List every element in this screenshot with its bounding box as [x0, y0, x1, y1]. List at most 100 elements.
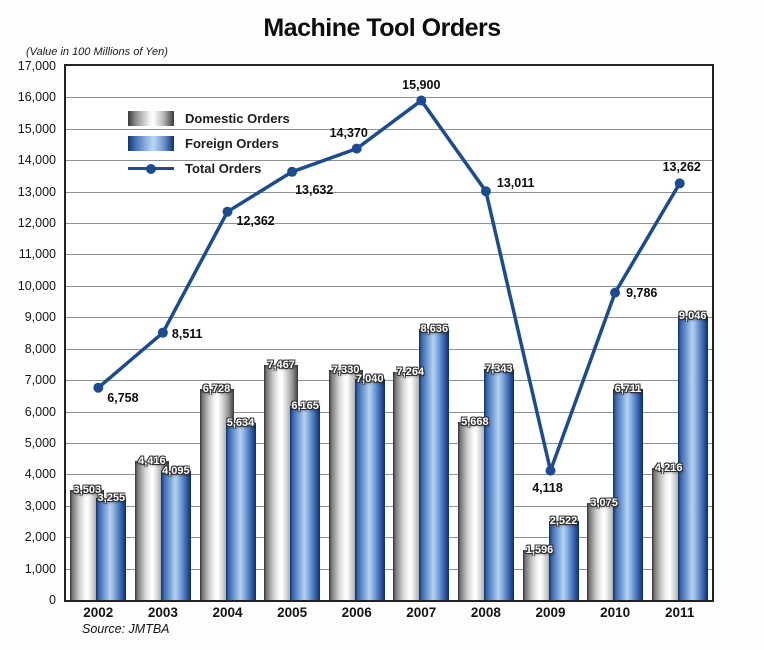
- y-tick-label: 1,000: [24, 561, 56, 576]
- legend-label: Domestic Orders: [185, 111, 290, 126]
- bar-value-label: 1,596: [525, 543, 554, 556]
- line-point-label: 12,362: [236, 213, 275, 228]
- bar-value-label: 4,416: [138, 455, 166, 468]
- y-tick-label: 13,000: [17, 184, 56, 199]
- gridline: [66, 442, 712, 444]
- bar-value-label: 7,040: [355, 372, 384, 385]
- y-tick-label: 12,000: [17, 216, 56, 231]
- bar-foreign-2011: [677, 315, 708, 600]
- gridline: [66, 285, 712, 287]
- gridline: [66, 254, 712, 256]
- y-tick-label: 3,000: [24, 498, 56, 513]
- y-tick-label: 17,000: [17, 59, 56, 73]
- total-orders-marker: [351, 143, 362, 154]
- bar-value-label: 7,264: [396, 365, 425, 378]
- gridline: [66, 348, 712, 350]
- y-tick-label: 5,000: [24, 435, 56, 450]
- bar-value-label: 2,522: [549, 514, 578, 527]
- x-tick-label: 2007: [406, 605, 437, 620]
- total-orders-marker: [157, 327, 168, 338]
- x-tick-label: 2010: [600, 605, 631, 620]
- total-orders-marker: [480, 186, 491, 197]
- bar-foreign-2006: [354, 378, 385, 600]
- total-orders-marker: [610, 287, 621, 298]
- x-tick-label: 2002: [83, 605, 114, 620]
- gridline: [66, 537, 712, 539]
- x-tick-label: 2008: [470, 605, 501, 620]
- domestic-orders-swatch: [128, 111, 174, 126]
- gridline: [66, 128, 712, 130]
- bar-foreign-2004: [225, 423, 256, 600]
- gridline: [66, 505, 712, 507]
- y-tick-label: 15,000: [17, 121, 56, 136]
- gridline: [66, 160, 712, 162]
- bar-value-label: 7,467: [267, 359, 295, 372]
- x-axis: 2002 2003 2004 2005 2006 2007 2008 2009 2010 2011: [66, 605, 712, 625]
- bar-value-label: 5,634: [226, 417, 255, 430]
- bar-value-label: 6,165: [291, 400, 319, 413]
- foreign-orders-swatch: [128, 136, 174, 151]
- bar-value-label: 4,095: [162, 465, 190, 478]
- x-tick-label: 2004: [212, 605, 243, 620]
- gridline: [66, 380, 712, 382]
- bar-foreign-2007: [419, 328, 450, 600]
- total-orders-marker: [287, 166, 298, 177]
- line-point-label: 8,511: [171, 326, 203, 341]
- y-tick-label: 9,000: [24, 310, 56, 325]
- bar-value-label: 7,343: [485, 363, 513, 376]
- y-axis-unit-label: (Value in 100 Millions of Yen): [26, 46, 168, 58]
- total-orders-line: [93, 95, 685, 476]
- total-orders-marker: [93, 382, 104, 393]
- plot-area: 3,503 4,416 6,728 7,467 7,330 7,264 5,668 1,596…: [66, 66, 712, 600]
- bar-foreign-2003: [160, 471, 191, 600]
- line-point-label: 4,118: [532, 480, 563, 495]
- legend: Domestic Orders Foreign Orders Total Ord…: [128, 106, 290, 181]
- bar-value-label: 3,075: [590, 497, 618, 510]
- gridline: [66, 223, 712, 225]
- gridline: [66, 317, 712, 319]
- gridline: [66, 411, 712, 413]
- bar-foreign-2002: [96, 497, 127, 600]
- legend-label: Foreign Orders: [185, 136, 279, 151]
- y-tick-label: 2,000: [24, 530, 56, 545]
- gridline: [66, 191, 712, 193]
- line-point-label: 13,011: [496, 176, 535, 191]
- gridline: [66, 568, 712, 570]
- y-tick-label: 8,000: [24, 341, 56, 356]
- legend-label: Total Orders: [185, 161, 262, 176]
- gridline: [66, 97, 712, 99]
- total-orders-line-swatch: [128, 161, 174, 176]
- chart-title: Machine Tool Orders: [263, 14, 501, 42]
- bar-value-label: 3,503: [73, 483, 102, 496]
- legend-item-foreign-orders: Foreign Orders: [128, 131, 290, 156]
- line-point-label: 13,262: [662, 160, 701, 175]
- y-tick-label: 11,000: [18, 247, 56, 262]
- y-tick-label: 14,000: [17, 153, 56, 168]
- bar-value-label: 9,046: [678, 309, 707, 322]
- line-point-label: 14,370: [329, 125, 368, 140]
- bar-value-label: 6,728: [202, 382, 231, 395]
- source-note: Source: JMTBA: [82, 622, 170, 636]
- x-tick-label: 2009: [535, 605, 566, 620]
- x-tick-label: 2011: [665, 605, 695, 620]
- x-tick-label: 2006: [341, 605, 372, 620]
- y-axis: 0 1,000 2,000 3,000 4,000 5,000 6,000 7,000 8,00…: [0, 59, 58, 607]
- bar-value-label: 8,636: [420, 322, 449, 335]
- total-orders-marker: [416, 95, 427, 106]
- bar-foreign-2010: [613, 389, 644, 600]
- y-tick-label: 10,000: [17, 278, 56, 293]
- bar-foreign-2009: [548, 520, 579, 600]
- total-orders-marker: [545, 465, 556, 476]
- bar-value-label: 3,255: [97, 491, 126, 504]
- line-point-label: 13,632: [295, 182, 334, 197]
- total-orders-marker: [674, 178, 685, 189]
- bar-value-label: 6,711: [614, 383, 642, 396]
- gridline: [66, 474, 712, 476]
- line-point-label: 6,758: [107, 390, 139, 405]
- y-tick-label: 4,000: [24, 467, 56, 482]
- y-tick-label: 7,000: [24, 373, 56, 388]
- y-tick-label: 16,000: [17, 90, 56, 105]
- x-tick-label: 2003: [147, 605, 178, 620]
- bar-foreign-2005: [290, 406, 321, 600]
- y-tick-label: 6,000: [24, 404, 56, 419]
